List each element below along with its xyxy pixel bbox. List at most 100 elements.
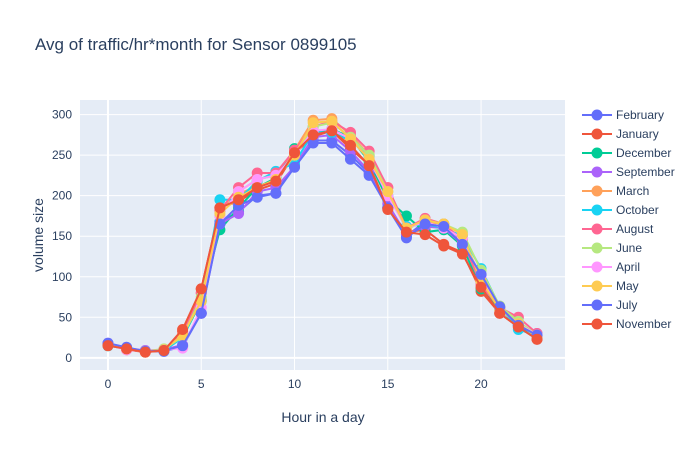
data-point xyxy=(139,346,151,358)
data-point xyxy=(438,220,450,232)
y-tick-label: 150 xyxy=(52,229,72,243)
legend-label: June xyxy=(616,241,642,255)
data-point xyxy=(438,240,450,252)
x-tick-label: 15 xyxy=(381,377,395,391)
data-point xyxy=(214,194,226,206)
data-point xyxy=(326,137,338,149)
data-point xyxy=(456,238,468,250)
data-point xyxy=(289,161,301,173)
data-point xyxy=(177,323,189,335)
data-point xyxy=(326,115,338,127)
legend-marker xyxy=(591,261,603,273)
legend-marker xyxy=(591,204,603,216)
legend-item-october[interactable]: October xyxy=(582,203,659,217)
legend-item-april[interactable]: April xyxy=(582,260,640,274)
data-point xyxy=(251,173,263,185)
data-point xyxy=(307,129,319,141)
data-point xyxy=(289,147,301,159)
plot-area xyxy=(80,100,565,370)
legend-marker xyxy=(591,185,603,197)
legend-label: April xyxy=(616,260,640,274)
legend-label: July xyxy=(616,298,637,312)
legend-marker xyxy=(591,318,603,330)
data-point xyxy=(363,160,375,172)
data-point xyxy=(195,307,207,319)
y-tick-label: 100 xyxy=(52,270,72,284)
legend-item-march[interactable]: March xyxy=(582,184,649,198)
legend-label: February xyxy=(616,108,664,122)
data-point xyxy=(270,175,282,187)
legend-marker xyxy=(591,223,603,235)
legend-label: November xyxy=(616,317,671,331)
legend-item-june[interactable]: June xyxy=(582,241,642,255)
data-point xyxy=(102,340,114,352)
data-point xyxy=(475,281,487,293)
data-point xyxy=(456,248,468,260)
data-point xyxy=(512,321,524,333)
chart-title: Avg of traffic/hr*month for Sensor 08991… xyxy=(35,35,357,54)
series-group xyxy=(102,113,543,358)
legend-item-december[interactable]: December xyxy=(582,146,671,160)
data-point xyxy=(233,208,245,220)
y-tick-label: 50 xyxy=(59,310,73,324)
legend-item-january[interactable]: January xyxy=(582,127,659,141)
legend-label: March xyxy=(616,184,649,198)
legend-marker xyxy=(591,299,603,311)
legend: February January December September March Oct… xyxy=(582,108,675,331)
legend-item-november[interactable]: November xyxy=(582,317,671,331)
legend-item-may[interactable]: May xyxy=(582,279,639,293)
data-point xyxy=(326,125,338,137)
legend-label: August xyxy=(616,222,654,236)
data-point xyxy=(195,283,207,295)
y-tick-label: 250 xyxy=(52,148,72,162)
legend-marker xyxy=(591,166,603,178)
legend-item-february[interactable]: February xyxy=(582,108,664,122)
data-point xyxy=(177,340,189,352)
legend-label: May xyxy=(616,279,639,293)
data-point xyxy=(344,139,356,151)
legend-label: January xyxy=(616,127,659,141)
legend-marker xyxy=(591,242,603,254)
legend-marker xyxy=(591,280,603,292)
legend-item-july[interactable]: July xyxy=(582,298,637,312)
legend-item-september[interactable]: September xyxy=(582,165,675,179)
x-tick-label: 10 xyxy=(288,377,302,391)
data-point xyxy=(270,187,282,199)
data-point xyxy=(475,268,487,280)
data-point xyxy=(400,226,412,238)
data-point xyxy=(307,137,319,149)
data-point xyxy=(307,117,319,129)
data-point xyxy=(233,194,245,206)
legend-item-august[interactable]: August xyxy=(582,222,654,236)
data-point xyxy=(382,186,394,198)
data-point xyxy=(419,229,431,241)
data-point xyxy=(419,218,431,230)
y-tick-label: 300 xyxy=(52,108,72,122)
x-axis-title: Hour in a day xyxy=(281,409,364,425)
y-tick-label: 200 xyxy=(52,189,72,203)
data-point xyxy=(251,191,263,203)
x-axis-ticks: 0 5 10 15 20 xyxy=(105,377,488,391)
series-november xyxy=(102,125,543,358)
data-point xyxy=(494,307,506,319)
y-tick-label: 0 xyxy=(65,351,72,365)
x-tick-label: 5 xyxy=(198,377,205,391)
data-point xyxy=(158,345,170,357)
data-point xyxy=(251,182,263,194)
data-point xyxy=(400,210,412,222)
legend-label: September xyxy=(616,165,675,179)
x-tick-label: 0 xyxy=(105,377,112,391)
legend-marker xyxy=(591,128,603,140)
gridlines xyxy=(80,100,565,370)
y-axis-title: volume size xyxy=(30,198,46,272)
legend-label: December xyxy=(616,146,671,160)
legend-marker xyxy=(591,109,603,121)
x-tick-label: 20 xyxy=(474,377,488,391)
data-point xyxy=(214,202,226,214)
data-point xyxy=(456,229,468,241)
legend-marker xyxy=(591,147,603,159)
data-point xyxy=(121,343,133,355)
y-axis-ticks: 0 50 100 150 200 250 300 xyxy=(52,108,72,365)
